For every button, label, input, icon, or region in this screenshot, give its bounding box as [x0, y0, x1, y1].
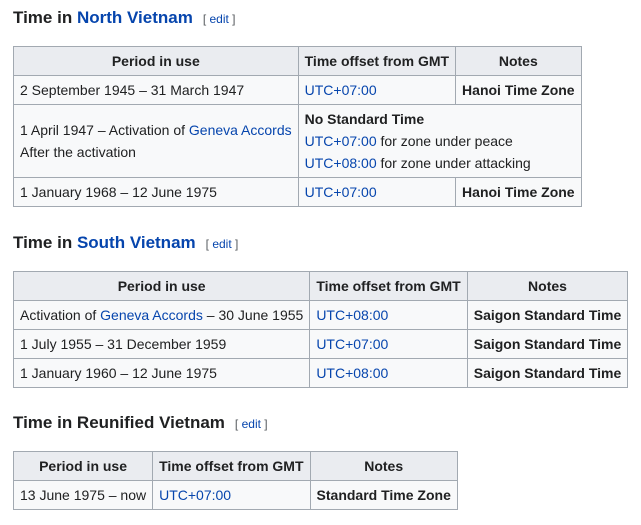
- geneva-accords-link[interactable]: Geneva Accords: [100, 307, 203, 323]
- south-edit-link[interactable]: edit: [212, 237, 232, 251]
- table-row: 2 September 1945 – 31 March 1947 UTC+07:…: [13, 75, 582, 105]
- column-header-period: Period in use: [12, 271, 311, 301]
- table-header-row: Period in use Time offset from GMT Notes: [13, 46, 582, 76]
- notes-cell: Hanoi Time Zone: [455, 75, 582, 105]
- table-row: 1 January 1960 – 12 June 1975 UTC+08:00 …: [12, 358, 629, 388]
- period-text: Activation of: [20, 307, 101, 323]
- table-row: 1 April 1947 – Activation of Geneva Acco…: [13, 104, 582, 178]
- column-header-offset: Time offset from GMT: [309, 271, 468, 301]
- offset-cell: UTC+07:00: [297, 75, 457, 105]
- period-cell: 1 January 1960 – 12 June 1975: [12, 358, 311, 388]
- offset-notes-cell: No Standard Time UTC+07:00 for zone under…: [297, 104, 582, 178]
- column-header-offset: Time offset from GMT: [152, 451, 311, 481]
- period-cell: Activation of Geneva Accords – 30 June 1…: [12, 300, 311, 330]
- offset-cell: UTC+08:00: [309, 300, 468, 330]
- reunified-vietnam-heading: Time in Reunified Vietnam [ edit ]: [13, 412, 268, 435]
- north-edit-link[interactable]: edit: [209, 12, 229, 26]
- notes-cell: Hanoi Time Zone: [455, 177, 582, 207]
- south-vietnam-link[interactable]: South Vietnam: [76, 233, 196, 252]
- offset-description: for zone under peace: [376, 133, 513, 149]
- table-row: Activation of Geneva Accords – 30 June 1…: [12, 300, 629, 330]
- period-cell: 1 April 1947 – Activation of Geneva Acco…: [13, 104, 299, 178]
- south-vietnam-table: Period in use Time offset from GMT Notes…: [12, 271, 629, 388]
- reunified-vietnam-table: Period in use Time offset from GMT Notes…: [12, 451, 458, 510]
- south-edit-section: [ edit ]: [205, 237, 239, 251]
- period-text: – 30 June 1955: [202, 307, 304, 323]
- period-cell: 2 September 1945 – 31 March 1947: [13, 75, 299, 105]
- period-line2: After the activation: [20, 144, 136, 160]
- column-header-notes: Notes: [455, 46, 582, 76]
- period-text: 1 April 1947 – Activation of: [20, 122, 189, 138]
- offset-link[interactable]: UTC+07:00: [304, 82, 377, 98]
- notes-cell: Saigon Standard Time: [466, 358, 629, 388]
- offset-link[interactable]: UTC+08:00: [304, 155, 377, 171]
- offset-link[interactable]: UTC+07:00: [304, 133, 377, 149]
- column-header-notes: Notes: [466, 271, 629, 301]
- offset-link[interactable]: UTC+07:00: [304, 184, 377, 200]
- geneva-accords-link[interactable]: Geneva Accords: [188, 122, 292, 138]
- table-header-row: Period in use Time offset from GMT Notes: [12, 271, 629, 301]
- period-cell: 13 June 1975 – now: [12, 480, 154, 510]
- column-header-offset: Time offset from GMT: [297, 46, 457, 76]
- notes-cell: Saigon Standard Time: [466, 329, 629, 359]
- table-row: 1 January 1968 – 12 June 1975 UTC+07:00 …: [13, 177, 582, 207]
- reunified-heading-text: Time in Reunified Vietnam: [13, 413, 225, 432]
- offset-cell: UTC+08:00: [309, 358, 468, 388]
- north-vietnam-link[interactable]: North Vietnam: [76, 8, 193, 27]
- north-edit-section: [ edit ]: [202, 12, 236, 26]
- offset-description: for zone under attacking: [376, 155, 531, 171]
- offset-link[interactable]: UTC+07:00: [316, 336, 389, 352]
- south-vietnam-heading: Time in South Vietnam [ edit ]: [13, 232, 238, 255]
- offset-cell: UTC+07:00: [297, 177, 457, 207]
- table-header-row: Period in use Time offset from GMT Notes: [12, 451, 458, 481]
- column-header-period: Period in use: [13, 46, 299, 76]
- column-header-notes: Notes: [309, 451, 458, 481]
- north-vietnam-table: Period in use Time offset from GMT Notes…: [13, 46, 582, 207]
- table-row: 13 June 1975 – now UTC+07:00 Standard Ti…: [12, 480, 458, 510]
- north-heading-prefix: Time in: [13, 8, 77, 27]
- offset-cell: UTC+07:00: [152, 480, 311, 510]
- reunified-edit-section: [ edit ]: [234, 417, 268, 431]
- notes-cell: Standard Time Zone: [309, 480, 458, 510]
- period-cell: 1 January 1968 – 12 June 1975: [13, 177, 299, 207]
- period-cell: 1 July 1955 – 31 December 1959: [12, 329, 311, 359]
- notes-cell: Saigon Standard Time: [466, 300, 629, 330]
- offset-link[interactable]: UTC+08:00: [316, 365, 389, 381]
- column-header-period: Period in use: [12, 451, 154, 481]
- no-standard-time-label: No Standard Time: [304, 111, 425, 127]
- offset-cell: UTC+07:00: [309, 329, 468, 359]
- south-heading-prefix: Time in: [13, 233, 77, 252]
- north-vietnam-heading: Time in North Vietnam [ edit ]: [13, 7, 236, 30]
- reunified-edit-link[interactable]: edit: [241, 417, 261, 431]
- offset-link[interactable]: UTC+07:00: [159, 487, 232, 503]
- offset-link[interactable]: UTC+08:00: [316, 307, 389, 323]
- table-row: 1 July 1955 – 31 December 1959 UTC+07:00…: [12, 329, 629, 359]
